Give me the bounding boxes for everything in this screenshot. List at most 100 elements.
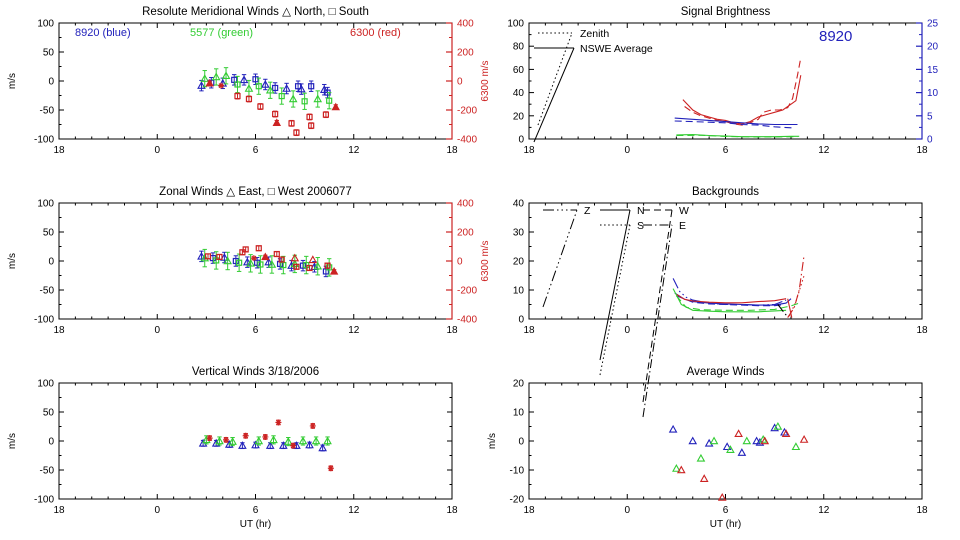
svg-text:10: 10 [513,286,525,297]
svg-text:12: 12 [818,325,830,336]
svg-text:W: W [679,205,689,217]
series-6300-NSWE-avg [682,75,802,125]
svg-text:Z: Z [584,205,591,217]
svg-text:40: 40 [513,88,525,99]
svg-text:-50: -50 [40,286,55,297]
svg-text:6: 6 [253,505,259,516]
svg-text:6: 6 [723,505,729,516]
svg-text:m/s: m/s [7,433,18,449]
series-6300-zenith [218,82,225,89]
svg-text:0: 0 [48,257,54,268]
svg-text:100: 100 [37,19,54,30]
series-E-zenith [777,304,789,318]
svg-text:NSWE Average: NSWE Average [580,43,653,55]
svg-text:-400: -400 [457,315,477,326]
svg-text:0: 0 [457,257,463,268]
svg-text:0: 0 [457,77,463,88]
svg-text:50: 50 [43,408,55,419]
series-6300-east-filled [261,252,339,275]
svg-text:Backgrounds: Backgrounds [692,186,759,198]
svg-text:400: 400 [457,199,474,210]
svg-text:12: 12 [348,145,360,156]
svg-text:0: 0 [624,145,630,156]
svg-text:18: 18 [523,325,535,336]
svg-text:N: N [637,205,645,217]
svg-text:m/s: m/s [487,433,498,449]
svg-text:20: 20 [513,257,525,268]
svg-text:-100: -100 [34,315,54,326]
svg-text:18: 18 [916,145,928,156]
series-5577-west [213,251,333,277]
svg-text:0: 0 [154,325,160,336]
svg-text:-200: -200 [457,286,477,297]
svg-text:18: 18 [446,505,458,516]
svg-text:-200: -200 [457,106,477,117]
series-6300-east [290,253,318,264]
svg-text:100: 100 [507,19,524,30]
svg-text:Resolute Meridional Winds △ No: Resolute Meridional Winds △ North, □ Sou… [142,6,369,18]
svg-text:400: 400 [457,19,474,30]
svg-text:-100: -100 [34,495,54,506]
svg-text:8920: 8920 [819,28,852,45]
panel-zonal-winds: 18 0 6 12 18 100 50 0 -50 -100 m/s 400 200 0 -200 -400 6… [7,186,491,336]
series-8920-south [208,73,331,99]
svg-text:8920 (blue): 8920 (blue) [75,27,131,39]
svg-text:18: 18 [916,505,928,516]
series-6300-S [788,275,805,317]
svg-text:-100: -100 [34,135,54,146]
svg-text:80: 80 [513,42,525,53]
svg-text:40: 40 [513,199,525,210]
svg-text:50: 50 [43,48,55,59]
series-5577-zenith [676,134,798,138]
svg-text:Average Winds: Average Winds [687,366,765,378]
svg-text:0: 0 [154,145,160,156]
svg-text:10: 10 [927,88,939,99]
svg-text:6: 6 [253,325,259,336]
svg-text:m/s: m/s [7,73,18,89]
svg-text:-20: -20 [510,495,525,506]
svg-text:Zonal Winds △ East, □ West 200: Zonal Winds △ East, □ West 2006077 [159,186,352,198]
svg-text:0: 0 [154,505,160,516]
svg-text:5577 (green): 5577 (green) [190,27,253,39]
svg-text:20: 20 [927,42,939,53]
svg-text:S: S [637,220,644,232]
svg-text:5: 5 [927,111,933,122]
svg-text:18: 18 [523,505,535,516]
svg-text:-400: -400 [457,135,477,146]
svg-text:6300 m/s: 6300 m/s [480,240,491,281]
svg-text:200: 200 [457,48,474,59]
svg-text:E: E [679,220,686,232]
svg-text:0: 0 [624,325,630,336]
svg-text:-50: -50 [40,466,55,477]
series-6300-west [204,245,331,272]
svg-text:Zenith: Zenith [580,28,609,40]
svg-text:20: 20 [513,379,525,390]
series-6300 [206,419,334,472]
svg-text:200: 200 [457,228,474,239]
svg-text:0: 0 [518,135,524,146]
series-6300-north [205,78,340,126]
series-8920-zenith [674,120,795,129]
svg-text:25: 25 [927,19,939,30]
svg-text:20: 20 [513,111,525,122]
panel-average-winds: 18 0 6 12 18 UT (hr) 20 10 0 -10 -20 m/s Average Win… [487,366,928,530]
svg-text:0: 0 [48,437,54,448]
svg-text:6: 6 [253,145,259,156]
series-6300-south [234,92,330,137]
series-6300-zenith [250,255,257,262]
svg-text:0: 0 [518,315,524,326]
series-5577-NSWE-avg [676,134,800,138]
series-6300-drop [787,298,793,318]
series-8920-NSWE-avg [674,117,798,126]
panel-meridional-winds: 18 0 6 12 18 100 50 0 -50 -100 m/s 400 200 0 -200 -400 6… [7,6,491,156]
svg-text:6300 (red): 6300 (red) [350,27,401,39]
svg-text:18: 18 [446,325,458,336]
svg-text:50: 50 [43,228,55,239]
svg-text:18: 18 [523,145,535,156]
series-5577-W [675,295,800,311]
series-5577-south [234,75,333,110]
